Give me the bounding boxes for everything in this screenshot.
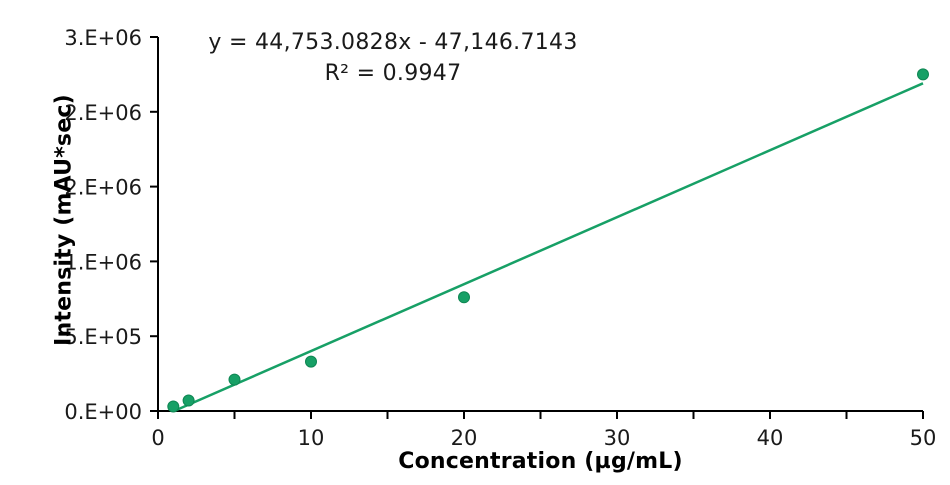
y-tick-label: 2.E+06 [64,101,142,125]
x-tick-label: 50 [910,426,937,450]
y-tick-label: 3.E+06 [64,26,142,50]
y-axis-title: Intensity (mAU*sec) [51,94,77,346]
y-tick-label: 5.E+05 [64,325,142,349]
x-tick-label: 0 [151,426,164,450]
data-point [305,355,317,368]
r-squared-value: R² = 0.9947 [324,61,462,86]
trendline-annotation: y = 44,753.0828x - 47,146.7143 R² = 0.99… [158,27,628,89]
y-tick-label: 0.E+00 [64,400,142,424]
x-tick-label: 20 [451,426,478,450]
x-axis-title: Concentration (µg/mL) [398,449,683,474]
y-tick-label: 1.E+06 [64,250,142,274]
data-point [458,291,470,304]
axis-lines [157,37,923,412]
data-point [917,68,929,81]
x-tick-label: 10 [298,426,325,450]
trendline [173,82,924,413]
y-tick-label: 2.E+06 [64,176,142,200]
x-tick-label: 40 [757,426,784,450]
x-tick-label: 30 [604,426,631,450]
data-point [182,394,195,407]
data-point [228,373,241,386]
trendline-equation: y = 44,753.0828x - 47,146.7143 [208,30,578,55]
data-point [167,400,180,413]
